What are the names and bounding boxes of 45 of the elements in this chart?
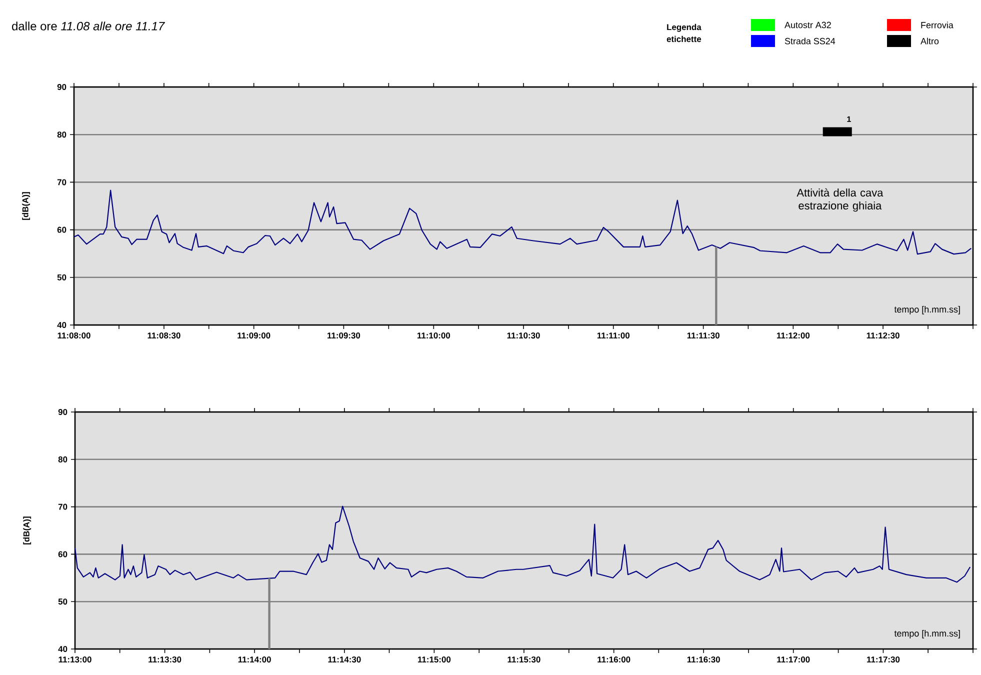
x-tick-label: 11:12:00 — [777, 332, 810, 338]
x-tick-label: 11:13:00 — [58, 656, 92, 663]
y-axis-title: [dB(A)] — [23, 516, 32, 544]
legend-label: Ferrovia — [921, 22, 954, 28]
x-tick-label: 11:08:30 — [148, 332, 180, 339]
x-tick-label: 11:09:00 — [238, 332, 270, 338]
x-tick-label: 11:16:00 — [598, 656, 630, 662]
x-tick-label: 11:16:30 — [687, 656, 720, 663]
y-tick-label: 80 — [58, 456, 68, 462]
line-series — [74, 506, 971, 583]
x-axis-title: tempo [h.mm.ss] — [894, 630, 960, 638]
x-tick-label: 11:17:30 — [867, 656, 900, 663]
x-tick-label: 11:13:30 — [148, 656, 182, 663]
x-tick-label: 11:15:00 — [418, 656, 451, 662]
x-tick-label: 11:10:00 — [417, 332, 450, 338]
x-tick-label: 11:17:00 — [777, 656, 810, 662]
x-tick-label: 11:15:30 — [508, 656, 540, 663]
legend-label: Autostr A32 — [784, 22, 831, 28]
y-tick-label: 70 — [57, 179, 66, 186]
x-axis-title: tempo [h.mm.ss] — [894, 306, 960, 314]
y-tick-label: 70 — [58, 504, 68, 510]
y-tick-label: 90 — [57, 84, 66, 90]
x-tick-label: 11:11:30 — [687, 332, 720, 339]
x-tick-label: 11:14:00 — [238, 656, 271, 662]
line-series — [73, 190, 972, 255]
y-tick-label: 40 — [58, 646, 68, 652]
legend-title: Legenda etichette — [666, 24, 702, 42]
y-tick-label: 60 — [58, 551, 68, 558]
y-tick-label: 60 — [57, 226, 66, 233]
chart-title: dalle ore 11.08 alle ore 11.17 — [12, 22, 165, 30]
x-tick-label: 11:11:00 — [597, 332, 630, 338]
y-tick-label: 40 — [57, 322, 66, 328]
y-tick-label: 50 — [57, 274, 66, 280]
x-tick-label: 11:09:30 — [328, 332, 360, 339]
legend-label: Altro — [920, 38, 939, 44]
annotation: Attività della cava estrazione ghiaia — [796, 188, 884, 212]
y-tick-label: 90 — [58, 409, 68, 415]
x-tick-label: 11:12:30 — [866, 332, 900, 339]
legend-label: Strada SS24 — [784, 38, 836, 44]
y-tick-label: 80 — [57, 132, 66, 138]
x-tick-label: 11:10:30 — [507, 332, 540, 339]
x-tick-label: 11:14:30 — [328, 656, 361, 663]
y-tick-label: 50 — [58, 598, 68, 605]
y-axis-title: [dB(A)] — [22, 192, 30, 220]
x-tick-label: 11:08:00 — [58, 332, 90, 338]
